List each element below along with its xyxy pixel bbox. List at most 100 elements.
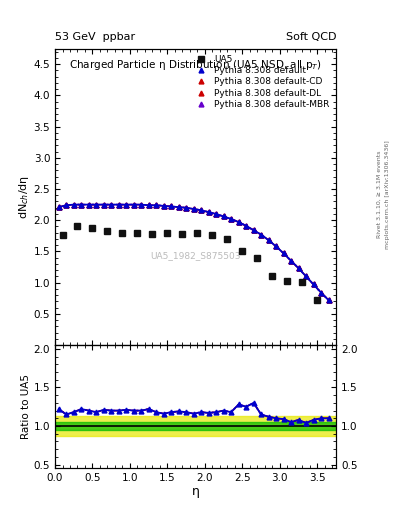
Pythia 8.308 default-CD: [199, 207, 204, 214]
Pythia 8.308 default: [199, 207, 204, 214]
Pythia 8.308 default-CD: [311, 282, 316, 288]
Pythia 8.308 default-MBR: [131, 202, 136, 208]
Pythia 8.308 default: [79, 202, 84, 208]
Pythia 8.308 default-DL: [266, 237, 271, 243]
Pythia 8.308 default-CD: [124, 202, 129, 208]
Pythia 8.308 default: [101, 202, 106, 208]
Pythia 8.308 default-CD: [304, 273, 309, 280]
Pythia 8.308 default-MBR: [124, 202, 129, 208]
Pythia 8.308 default-CD: [94, 202, 99, 208]
UA5: [120, 229, 125, 236]
Pythia 8.308 default-CD: [191, 206, 196, 212]
Pythia 8.308 default: [229, 216, 233, 222]
Pythia 8.308 default-DL: [86, 202, 91, 208]
Pythia 8.308 default-CD: [206, 209, 211, 215]
Pythia 8.308 default: [116, 202, 121, 208]
UA5: [195, 229, 200, 236]
Pythia 8.308 default-CD: [266, 237, 271, 243]
Pythia 8.308 default-MBR: [236, 219, 241, 225]
Pythia 8.308 default-DL: [176, 204, 181, 210]
Pythia 8.308 default-MBR: [289, 258, 294, 264]
Pythia 8.308 default-MBR: [304, 273, 309, 280]
Line: Pythia 8.308 default-CD: Pythia 8.308 default-CD: [56, 202, 331, 303]
Pythia 8.308 default: [124, 202, 129, 208]
UA5: [225, 236, 230, 242]
Pythia 8.308 default-DL: [184, 205, 189, 211]
UA5: [210, 232, 215, 238]
UA5: [60, 232, 65, 238]
Pythia 8.308 default-CD: [214, 211, 219, 217]
Pythia 8.308 default-CD: [139, 202, 143, 208]
Pythia 8.308 default-CD: [101, 202, 106, 208]
Pythia 8.308 default: [57, 204, 61, 210]
Pythia 8.308 default-MBR: [206, 209, 211, 215]
Pythia 8.308 default: [94, 202, 99, 208]
Pythia 8.308 default-CD: [319, 289, 323, 295]
Pythia 8.308 default-CD: [79, 202, 84, 208]
UA5: [105, 228, 110, 234]
Y-axis label: dN$_{ch}$/dη: dN$_{ch}$/dη: [17, 175, 31, 219]
UA5: [255, 254, 260, 261]
Pythia 8.308 default-MBR: [161, 203, 166, 209]
Pythia 8.308 default-DL: [244, 223, 248, 229]
Pythia 8.308 default-MBR: [86, 202, 91, 208]
UA5: [300, 279, 305, 285]
Pythia 8.308 default: [266, 237, 271, 243]
Pythia 8.308 default-CD: [64, 202, 69, 208]
Line: UA5: UA5: [59, 223, 320, 303]
Pythia 8.308 default-CD: [221, 214, 226, 220]
Pythia 8.308 default-CD: [176, 204, 181, 210]
Pythia 8.308 default-MBR: [266, 237, 271, 243]
Pythia 8.308 default: [184, 205, 189, 211]
Pythia 8.308 default-MBR: [184, 205, 189, 211]
Pythia 8.308 default-DL: [57, 204, 61, 210]
Pythia 8.308 default-DL: [221, 214, 226, 220]
Pythia 8.308 default-DL: [259, 231, 263, 238]
Pythia 8.308 default-DL: [72, 202, 76, 208]
Pythia 8.308 default-CD: [274, 243, 278, 249]
Pythia 8.308 default-MBR: [319, 289, 323, 295]
Pythia 8.308 default: [139, 202, 143, 208]
Pythia 8.308 default: [311, 282, 316, 288]
Pythia 8.308 default: [304, 273, 309, 280]
Pythia 8.308 default-MBR: [101, 202, 106, 208]
Pythia 8.308 default: [289, 258, 294, 264]
Pythia 8.308 default-DL: [124, 202, 129, 208]
UA5: [135, 229, 140, 236]
Pythia 8.308 default-DL: [101, 202, 106, 208]
Pythia 8.308 default: [206, 209, 211, 215]
Pythia 8.308 default-MBR: [251, 227, 256, 233]
Pythia 8.308 default-MBR: [64, 202, 69, 208]
Pythia 8.308 default: [64, 202, 69, 208]
Pythia 8.308 default: [191, 206, 196, 212]
Bar: [55, 422, 336, 430]
Text: mcplots.cern.ch [arXiv:1306.3436]: mcplots.cern.ch [arXiv:1306.3436]: [385, 140, 389, 249]
Pythia 8.308 default: [326, 297, 331, 303]
Pythia 8.308 default: [86, 202, 91, 208]
Pythia 8.308 default-DL: [326, 297, 331, 303]
Pythia 8.308 default-MBR: [191, 206, 196, 212]
Pythia 8.308 default-CD: [229, 216, 233, 222]
Line: Pythia 8.308 default-DL: Pythia 8.308 default-DL: [56, 202, 331, 303]
Pythia 8.308 default-DL: [304, 273, 309, 280]
Pythia 8.308 default-DL: [191, 206, 196, 212]
Pythia 8.308 default-CD: [251, 227, 256, 233]
Pythia 8.308 default-DL: [64, 202, 69, 208]
Pythia 8.308 default: [221, 214, 226, 220]
Pythia 8.308 default-CD: [244, 223, 248, 229]
Text: 53 GeV  ppbar: 53 GeV ppbar: [55, 32, 135, 42]
Pythia 8.308 default-MBR: [109, 202, 114, 208]
Pythia 8.308 default-MBR: [281, 250, 286, 257]
Pythia 8.308 default-DL: [146, 202, 151, 208]
Pythia 8.308 default-MBR: [154, 202, 158, 208]
X-axis label: η: η: [191, 485, 200, 498]
Pythia 8.308 default: [131, 202, 136, 208]
Pythia 8.308 default: [214, 211, 219, 217]
Pythia 8.308 default-CD: [236, 219, 241, 225]
Pythia 8.308 default-CD: [154, 202, 158, 208]
Pythia 8.308 default: [176, 204, 181, 210]
Pythia 8.308 default-DL: [79, 202, 84, 208]
Pythia 8.308 default-CD: [296, 265, 301, 271]
Bar: [55, 416, 336, 436]
Pythia 8.308 default-CD: [109, 202, 114, 208]
